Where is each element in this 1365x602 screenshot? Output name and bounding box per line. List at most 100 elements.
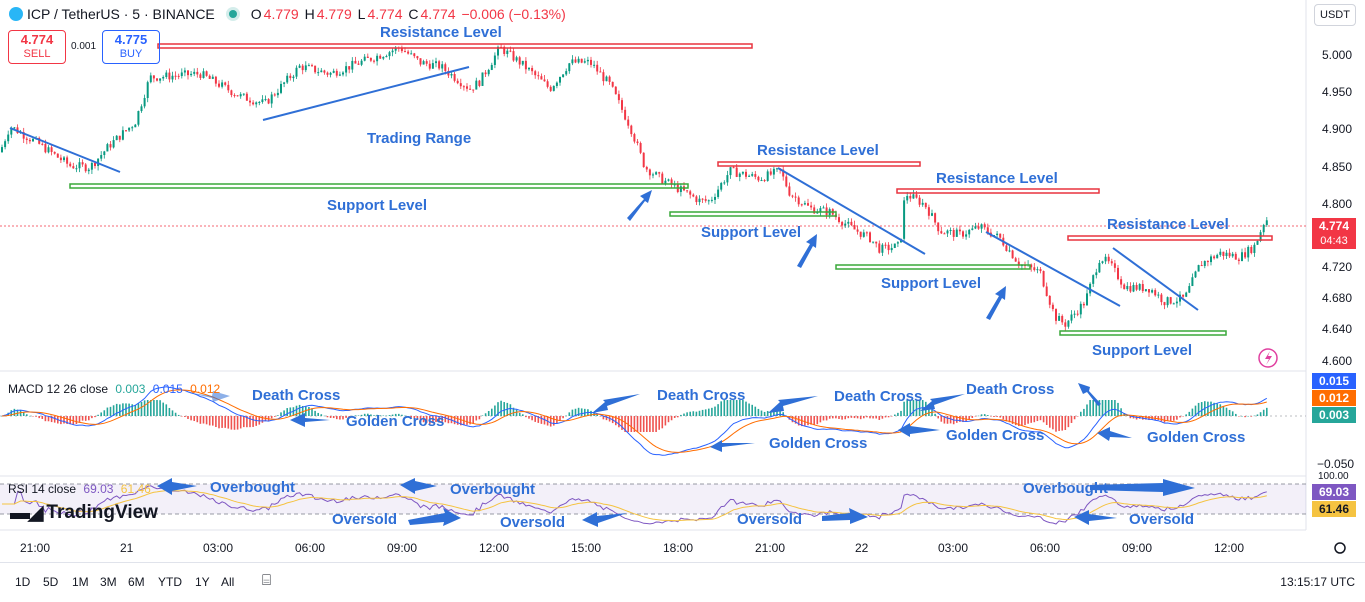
macd-bar [574, 408, 577, 416]
range-1d[interactable]: 1D [15, 575, 31, 589]
candle [962, 231, 964, 237]
ohlc-values: O 4.779 H 4.779 L 4.774 C 4.774 −0.006 (−0.1… [250, 6, 566, 22]
range-ytd[interactable]: YTD [158, 575, 182, 589]
candle [1225, 252, 1228, 256]
candle [896, 242, 899, 244]
candle [112, 140, 115, 148]
macd-bar [748, 403, 750, 416]
macd-bar [398, 413, 400, 416]
arrow-icon [1078, 383, 1101, 406]
macd-bar [416, 416, 419, 420]
range-6m[interactable]: 6M [128, 575, 145, 589]
candle [298, 65, 301, 68]
rsi-legend[interactable]: RSI 14 close 69.03 61.46 [8, 482, 151, 496]
date-range-icon[interactable]: ⌸ [262, 572, 272, 589]
x-tick: 22 [855, 541, 869, 555]
macd-bar [735, 400, 738, 416]
range-1y[interactable]: 1Y [195, 575, 210, 589]
candle [955, 229, 958, 237]
x-tick: 09:00 [387, 541, 417, 555]
candle [741, 171, 744, 174]
macd-bar [605, 416, 608, 421]
macd-bar [1228, 409, 1231, 416]
candle [652, 174, 654, 176]
macd-bar [689, 411, 691, 416]
symbol-title[interactable]: ICP / TetherUS · 5 · BINANCE [27, 6, 215, 22]
candle [472, 89, 475, 91]
range-5d[interactable]: 5D [43, 575, 59, 589]
macd-bar [577, 407, 580, 416]
macd-bar [63, 416, 65, 424]
candle [125, 130, 127, 132]
candle [1182, 294, 1185, 297]
candle [81, 162, 84, 165]
candle [1098, 262, 1101, 273]
macd-bar [196, 416, 199, 423]
macd-bar [1073, 416, 1076, 420]
macd-bar [323, 415, 326, 417]
macd-bar [1123, 412, 1125, 416]
candle [1210, 256, 1212, 263]
macd-bar [456, 416, 459, 425]
candle [856, 229, 859, 232]
candle [999, 233, 1002, 238]
candle [456, 80, 459, 84]
macd-bar [1089, 400, 1091, 416]
candle [819, 208, 822, 212]
candle [915, 194, 918, 198]
macd-bar [317, 412, 319, 416]
range-all[interactable]: All [221, 575, 235, 589]
candle [255, 102, 258, 105]
macd-bar [165, 404, 168, 416]
macd-bar [32, 416, 34, 417]
macd-bar [66, 416, 68, 425]
macd-bar [996, 416, 998, 417]
candle [1113, 263, 1116, 268]
macd-bar [906, 400, 908, 416]
x-tick: 09:00 [1122, 541, 1152, 555]
range-1m[interactable]: 1M [72, 575, 89, 589]
macd-bar [869, 416, 871, 419]
macd-bar [336, 416, 338, 420]
macd-bar [943, 416, 946, 424]
macd-bar [109, 406, 112, 416]
sell-button[interactable]: 4.774 SELL [8, 30, 66, 64]
utc-clock[interactable]: 13:15:17 UTC [1280, 575, 1355, 589]
candle [521, 60, 524, 65]
candle [233, 95, 236, 97]
macd-legend[interactable]: MACD 12 26 close 0.003 0.015 0.012 [8, 382, 220, 396]
low-value: 4.774 [367, 6, 403, 22]
macd-bar [35, 416, 37, 417]
candle [149, 75, 152, 83]
candle [159, 78, 162, 81]
macd-bar [584, 408, 586, 416]
rsi-annotation: Oversold [737, 511, 802, 528]
candle [1160, 294, 1163, 303]
macd-bar [549, 416, 552, 427]
range-3m[interactable]: 3M [100, 575, 117, 589]
currency-selector[interactable]: USDT [1314, 4, 1356, 26]
macd-bar [729, 400, 732, 416]
macd-bar [788, 416, 791, 420]
candle [1154, 290, 1157, 296]
trading-range-label: Trading Range [367, 130, 471, 147]
macd-bar [875, 416, 877, 419]
buy-button[interactable]: 4.775 BUY [102, 30, 160, 64]
macd-bar [754, 406, 757, 416]
candle [986, 227, 989, 233]
candle [1188, 286, 1191, 293]
trendline [777, 167, 926, 255]
candle [1064, 322, 1067, 327]
candle [528, 67, 530, 70]
candle [934, 213, 937, 223]
candle [143, 98, 146, 107]
macd-bar [1182, 416, 1184, 417]
arrow-icon [185, 391, 230, 402]
macd-bar [509, 404, 512, 416]
candle [1250, 246, 1253, 253]
macd-bar [1250, 416, 1253, 417]
gear-icon[interactable] [1334, 542, 1346, 554]
macd-bar [115, 403, 118, 416]
lightning-icon[interactable] [1258, 348, 1278, 368]
